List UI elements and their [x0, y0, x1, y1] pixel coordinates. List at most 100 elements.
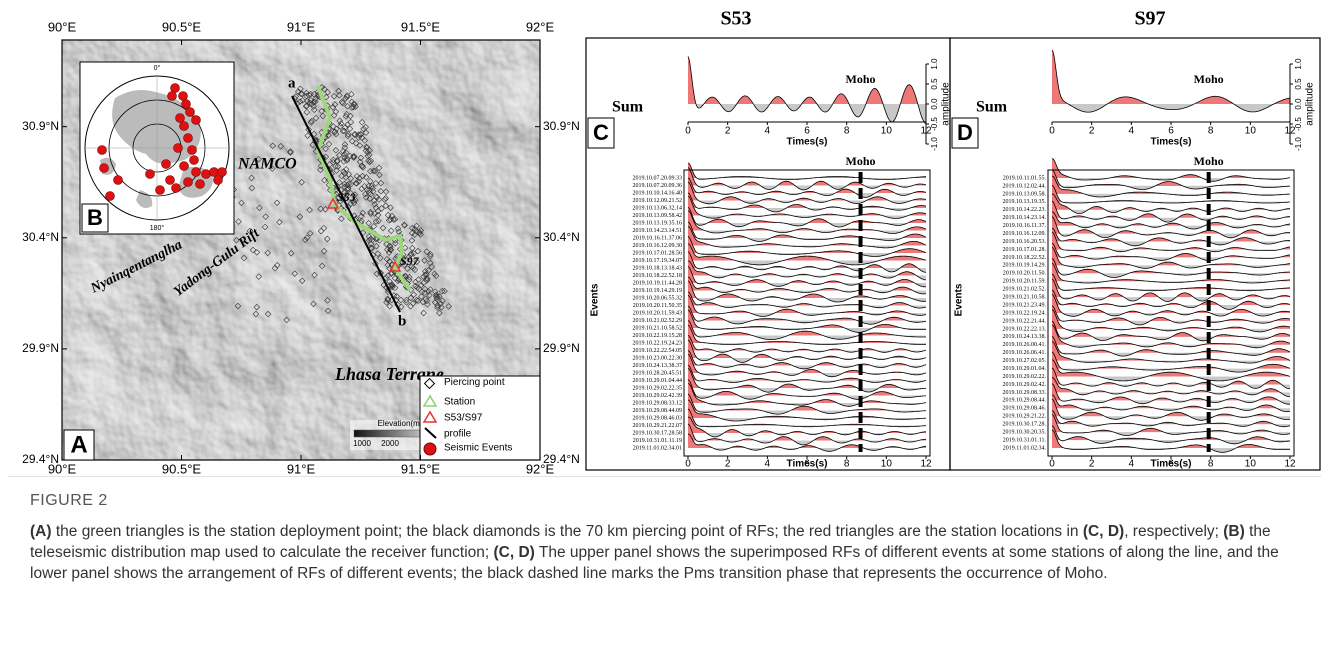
legend-station — [422, 394, 438, 407]
time-tick-label: 2 — [1089, 126, 1095, 137]
piercing-point — [421, 257, 428, 264]
station-title: S53 — [720, 8, 751, 30]
event-label: 2019.10.24.13.38. — [1003, 334, 1047, 340]
elevation-title: Elevation(m) — [378, 419, 423, 428]
piercing-point — [387, 246, 395, 253]
piercing-point — [324, 88, 331, 96]
lat-label: 29.4°N — [22, 452, 59, 466]
piercing-point — [408, 229, 416, 237]
trace-frame — [683, 169, 931, 457]
piercing-point — [407, 251, 414, 259]
piercing-point — [423, 248, 431, 255]
event-label: 2019.10.22.19.24. — [1003, 310, 1047, 316]
piercing-point — [363, 186, 371, 193]
piercing-point — [397, 296, 405, 304]
waveform — [688, 433, 927, 452]
place-label: Lhasa Terrane — [334, 364, 444, 384]
waveform-negative — [1052, 178, 1290, 182]
piercing-point — [366, 158, 373, 166]
waveform-negative — [1052, 424, 1290, 427]
caption-segment: (C, D) — [1082, 523, 1125, 540]
piercing-point — [434, 304, 441, 311]
event-dot — [170, 83, 180, 93]
piercing-point — [341, 144, 349, 151]
waveform — [1051, 184, 1290, 204]
waveform-positive — [1052, 352, 1290, 369]
caption: FIGURE 2 (A) the green triangles is the … — [30, 490, 1300, 584]
piercing-point — [310, 103, 317, 110]
event-label: 2019.10.22.22.13. — [1003, 326, 1047, 332]
rf-panel: S53 Sum 1.0 0.5 0.0 -0.5 -1.0 amplitude 0 0 2 2 4 4 6 6… — [585, 8, 952, 471]
piercing-point — [422, 271, 429, 279]
event-label: 2019.10.29.21.22. — [1003, 414, 1047, 420]
legend-s53-s97 — [422, 410, 438, 423]
piercing-point — [318, 262, 326, 270]
event-label: 2019.10.18.22.52. — [1003, 255, 1047, 261]
waveform — [687, 291, 927, 309]
piercing-point — [240, 254, 248, 262]
event-label: 2019.10.19.14.29. — [1003, 263, 1047, 269]
piercing-point — [376, 171, 383, 179]
waveform-positive — [688, 320, 926, 336]
piercing-point — [343, 110, 350, 118]
piercing-point — [253, 303, 260, 311]
waveform — [687, 383, 927, 407]
piercing-point — [373, 194, 381, 201]
panel-frame — [949, 37, 1321, 471]
amp-tick-label: 0.0 — [930, 98, 939, 110]
waveform-positive — [688, 207, 926, 223]
piercing-point — [296, 98, 304, 105]
event-label: 2019.10.18.13.18.43 — [633, 265, 683, 271]
panel-label: C — [593, 120, 609, 145]
event-dot — [201, 169, 211, 179]
piercing-point — [344, 121, 351, 128]
event-label: 2019.10.29.08.33.12 — [633, 400, 683, 406]
waveform-positive — [688, 266, 926, 283]
time-tick-label: 0 — [685, 459, 691, 470]
time-tick-label: 4 — [765, 459, 771, 470]
piercing-point — [309, 141, 317, 149]
event-dot — [167, 91, 177, 101]
piercing-point — [338, 215, 345, 223]
waveform — [1052, 211, 1291, 230]
waveform-positive — [688, 280, 926, 298]
event-label: 2019.10.13.06.32.14 — [633, 205, 683, 211]
waveform — [687, 309, 926, 333]
waveform — [687, 423, 926, 446]
piercing-point — [367, 208, 374, 216]
event-dot — [165, 175, 175, 185]
event-label: 2019.10.20.11.50.35 — [633, 303, 682, 309]
piercing-point — [299, 97, 306, 104]
event-dot — [181, 99, 191, 109]
piercing-point — [233, 236, 240, 244]
event-label: 2019.10.29.02.22. — [1003, 374, 1047, 380]
piercing-point — [439, 297, 446, 305]
waveform-negative — [1052, 344, 1290, 348]
inset-land — [100, 90, 213, 208]
waveform-negative — [688, 440, 926, 445]
piercing-point — [411, 231, 419, 238]
waveform — [687, 226, 927, 249]
figure-frame — [8, 0, 1321, 477]
time-tick-label: 10 — [881, 459, 893, 470]
lat-label: 30.9°N — [543, 119, 580, 133]
waveform-negative — [688, 365, 926, 369]
piercing-point — [303, 234, 311, 241]
event-label: 2019.10.21.10.58.52 — [633, 325, 683, 331]
piercing-point — [312, 114, 320, 122]
piercing-point — [283, 316, 290, 324]
waveform-positive — [1052, 228, 1290, 242]
amp-tick-label: -0.5 — [1294, 117, 1303, 131]
piercing-point — [353, 172, 361, 180]
event-label: 2019.10.16.11.37. — [1003, 223, 1047, 229]
event-dot — [179, 121, 189, 131]
piercing-point — [386, 302, 393, 310]
piercing-point — [358, 213, 365, 220]
piercing-point — [374, 211, 382, 219]
event-dot — [187, 145, 197, 155]
waveform — [1051, 49, 1291, 113]
events-label: Events — [954, 283, 965, 316]
piercing-point — [287, 148, 294, 155]
piercing-point — [391, 216, 399, 223]
piercing-point — [445, 303, 452, 310]
